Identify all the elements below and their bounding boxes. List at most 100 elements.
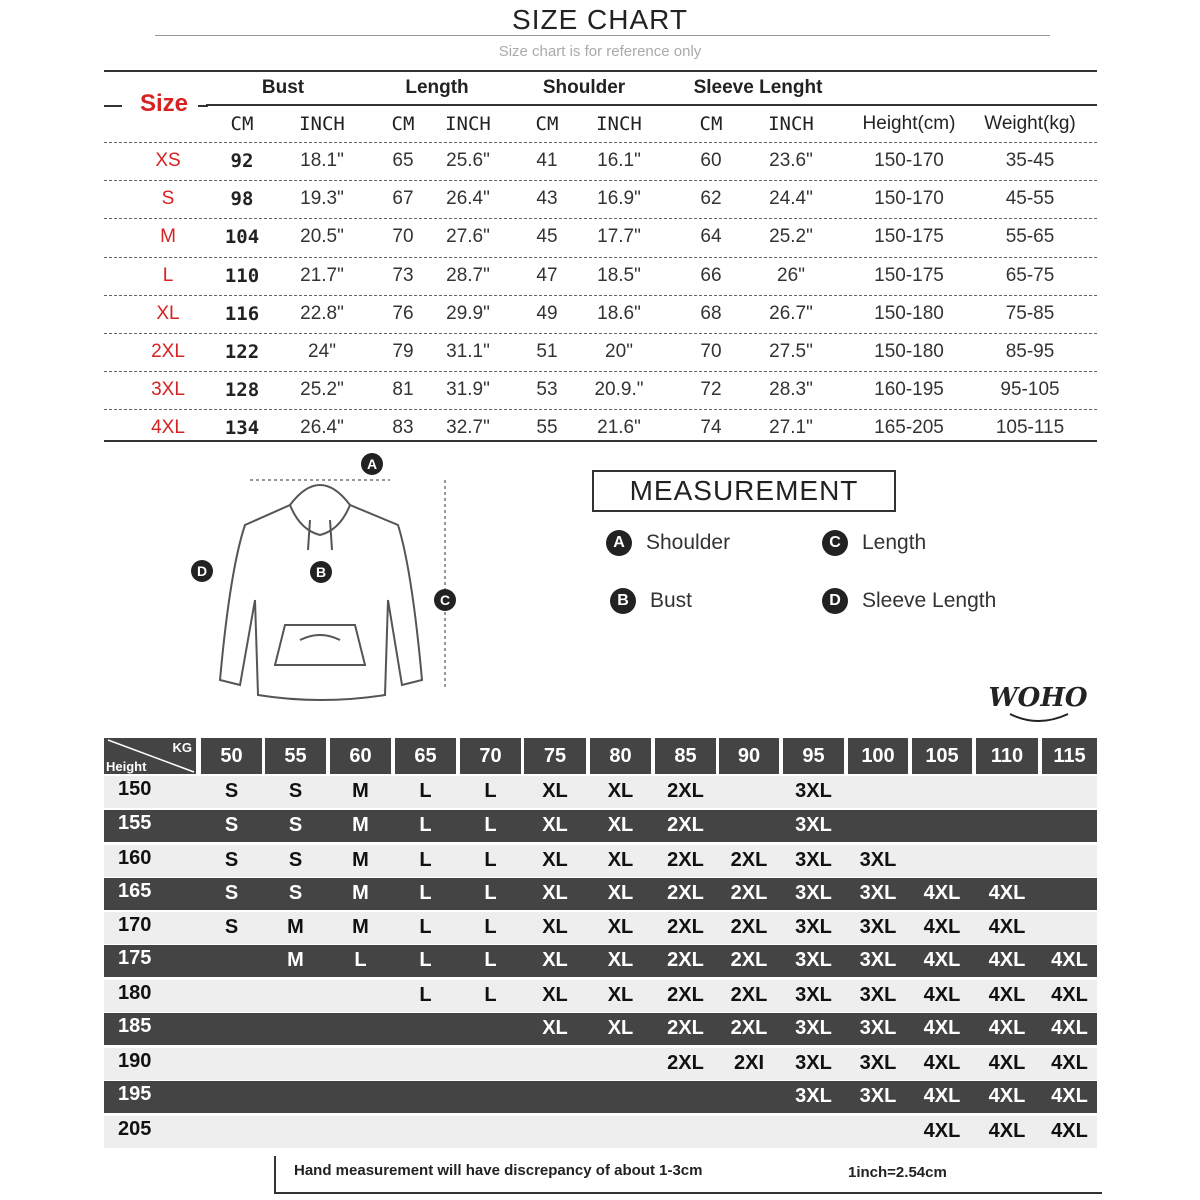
size-cell: 2XL <box>730 849 768 871</box>
size-cell: 4XL <box>988 949 1026 971</box>
size-cell: 4XL <box>923 1052 961 1074</box>
legend-label: Shoulder <box>646 531 731 554</box>
size-cell: XL <box>607 1017 634 1039</box>
size-cell: S <box>224 916 239 938</box>
size-cell: 3XL <box>859 882 897 904</box>
size-cell: 47 <box>536 264 558 286</box>
grid-row: 185 XL XL 2XL 2XL 3XL 3XL 4XL 4XL 4XL <box>104 1013 1097 1045</box>
size-cell: L <box>419 949 432 971</box>
size-cell: 65-75 <box>1005 264 1055 286</box>
size-cell: 64 <box>700 226 722 248</box>
row-divider <box>104 218 1097 220</box>
size-cell: M <box>352 882 369 904</box>
size-cell: 3XL <box>859 1085 897 1107</box>
size-cell: 27.6" <box>446 226 490 248</box>
badge-d: D <box>822 588 848 614</box>
size-cell: M <box>287 916 304 938</box>
size-cell: 31.1" <box>446 341 490 362</box>
size-name: 2XL <box>151 341 185 362</box>
size-cell: 2XL <box>667 849 704 871</box>
measurement-title: MEASUREMENT <box>592 470 896 512</box>
size-cell: L <box>484 949 497 971</box>
size-cell: 45-55 <box>1005 188 1055 210</box>
size-cell: 104 <box>224 226 260 249</box>
weight-header: 80 <box>590 738 651 774</box>
row-height: 165 <box>118 880 152 902</box>
size-cell: XL <box>542 984 568 1006</box>
size-name: L <box>162 264 174 286</box>
size-cell: S <box>224 780 239 802</box>
size-cell: 3XL <box>859 1052 897 1074</box>
row-divider <box>104 371 1097 373</box>
size-cell: 4XL <box>988 984 1026 1006</box>
marker-c <box>434 589 456 611</box>
row-height: 185 <box>118 1015 152 1037</box>
size-cell: 83 <box>392 417 414 439</box>
unit-header: CM <box>699 113 723 135</box>
size-cell: 76 <box>392 302 414 324</box>
unit-header: CM <box>230 113 254 135</box>
size-dash <box>198 105 208 107</box>
size-cell: 55 <box>536 417 558 439</box>
size-cell: 4XL <box>923 1017 961 1039</box>
size-cell: 45 <box>536 226 558 248</box>
size-cell: 2XL <box>730 1017 768 1039</box>
size-cell: 4XL <box>923 1085 961 1107</box>
size-cell: 55-65 <box>1005 226 1055 248</box>
title-divider <box>155 35 1050 36</box>
size-cell: XL <box>607 916 634 938</box>
size-cell: 4XL <box>988 916 1026 938</box>
size-cell: 2XI <box>733 1052 765 1074</box>
size-cell: 4XL <box>923 916 961 938</box>
size-cell: XL <box>607 780 634 802</box>
size-cell: S <box>288 814 303 836</box>
badge-a: A <box>606 530 632 556</box>
size-cell: 26.4" <box>446 188 490 210</box>
size-name: M <box>160 226 176 248</box>
size-cell: L <box>484 849 497 871</box>
size-cell: XL <box>542 882 568 904</box>
corner-height: Height <box>106 759 147 774</box>
size-cell: 18.6" <box>597 302 641 324</box>
weight-header: 90 <box>719 738 779 774</box>
grid-row: 150 S S M L L XL XL 2XL 3XL <box>104 776 1097 808</box>
weight-header: 95 <box>783 738 844 774</box>
grid-row: 160 S S M L L XL XL 2XL 2XL 3XL 3XL <box>104 845 1097 877</box>
size-cell: L <box>484 882 497 904</box>
discrepancy-note: Hand measurement will have discrepancy o… <box>294 1162 703 1179</box>
unit-header: Height(cm) <box>862 113 956 134</box>
marker-b <box>310 561 332 583</box>
size-cell: 150-170 <box>874 188 944 210</box>
size-cell: 18.5" <box>597 264 641 286</box>
size-cell: 75-85 <box>1005 302 1055 324</box>
size-cell: 28.7" <box>446 264 490 286</box>
column-group-header: Sleeve Lenght <box>693 77 823 98</box>
size-cell: 2XL <box>730 984 768 1006</box>
weight-header: 100 <box>848 738 908 774</box>
grid-row: 205 4XL 4XL 4XL <box>104 1116 1097 1148</box>
size-cell: L <box>484 984 497 1006</box>
size-cell: 98 <box>230 188 254 211</box>
size-cell: 3XL <box>795 882 832 904</box>
size-cell: 4XL <box>988 882 1026 904</box>
size-cell: 70 <box>700 341 722 362</box>
weight-header: 75 <box>524 738 586 774</box>
size-cell: 29.9" <box>446 302 490 324</box>
row-divider <box>104 180 1097 182</box>
size-cell: 4XL <box>1051 1017 1088 1039</box>
size-cell: 3XL <box>795 1017 832 1039</box>
row-height: 190 <box>118 1050 152 1072</box>
size-cell: L <box>419 849 432 871</box>
size-cell: 4XL <box>923 984 961 1006</box>
size-cell: XL <box>542 814 568 836</box>
size-cell: 43 <box>536 188 558 210</box>
size-cell: 150-170 <box>874 150 944 171</box>
size-cell: XL <box>542 949 568 971</box>
size-cell: 27.5" <box>769 341 813 362</box>
grid-row: 195 3XL 3XL 4XL 4XL 4XL <box>104 1081 1097 1113</box>
size-cell: 22.8" <box>300 302 344 324</box>
legend-label: Bust <box>650 589 693 612</box>
badge-b: B <box>610 588 636 614</box>
size-cell: S <box>224 882 239 904</box>
size-dash <box>104 105 122 107</box>
